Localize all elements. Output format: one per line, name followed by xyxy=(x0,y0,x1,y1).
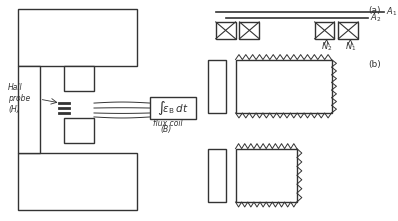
Bar xyxy=(216,22,236,39)
Bar xyxy=(236,149,297,202)
Text: (a): (a) xyxy=(369,6,381,15)
Bar xyxy=(18,67,39,152)
Text: $A_2$: $A_2$ xyxy=(370,12,381,24)
Bar xyxy=(240,22,259,39)
Text: $A_1$: $A_1$ xyxy=(386,6,397,18)
Text: Hall
probe
(H): Hall probe (H) xyxy=(8,82,30,114)
Text: (B): (B) xyxy=(160,125,172,134)
Bar xyxy=(18,152,137,210)
Text: flux coil: flux coil xyxy=(153,119,183,128)
Text: $N_2$: $N_2$ xyxy=(321,41,332,53)
Bar xyxy=(208,59,226,113)
Bar xyxy=(208,149,226,202)
Bar xyxy=(315,22,334,39)
Bar xyxy=(236,59,332,113)
Text: (b): (b) xyxy=(368,59,381,69)
Text: $\int\!\varepsilon_{\rm B}\,dt$: $\int\!\varepsilon_{\rm B}\,dt$ xyxy=(158,99,189,117)
Text: $N_1$: $N_1$ xyxy=(345,41,356,53)
Bar xyxy=(338,22,358,39)
Bar xyxy=(64,118,94,143)
Bar xyxy=(150,97,196,119)
Bar xyxy=(18,9,137,67)
Bar xyxy=(64,67,94,91)
